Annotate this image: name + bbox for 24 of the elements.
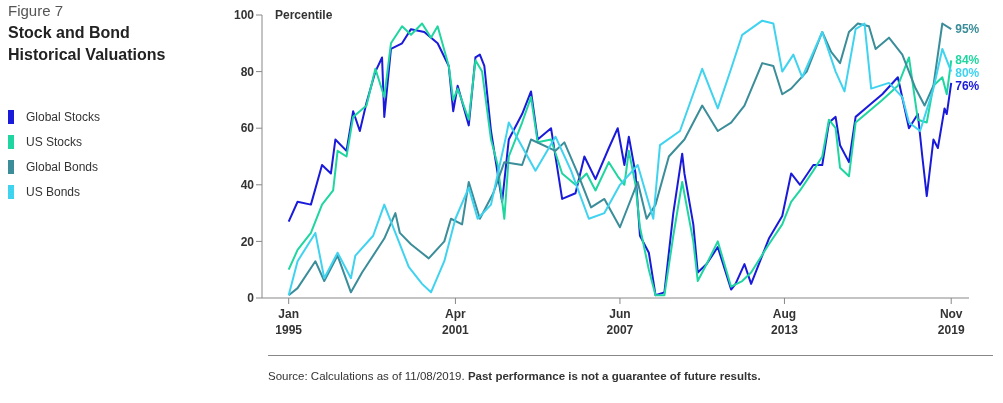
text: Past performance is not a guarantee of future results.: [466, 370, 761, 382]
data-label: 84%: [955, 53, 980, 68]
y-axis-title: Percentile: [275, 8, 333, 22]
data-label: 95%: [955, 22, 980, 37]
x-tick-label: Nov 2019: [937, 307, 965, 337]
data-label: 76%: [955, 79, 980, 94]
text: Stock and Bond Historical Valuations: [8, 23, 167, 65]
legend-label: Global Bonds: [25, 158, 100, 176]
source-note: Source: Calculations as of 11/08/2019.: [268, 370, 465, 382]
y-tick-label: 0: [247, 291, 255, 306]
legend-label: US Bonds: [25, 183, 82, 201]
data-label: 80%: [955, 66, 980, 81]
y-tick-label: 60: [240, 121, 255, 136]
y-tick-label: 80: [240, 64, 255, 79]
legend-label: US Stocks: [25, 133, 83, 151]
x-tick-label: Jan 1995: [275, 307, 303, 337]
x-tick-label: Apr 2001: [442, 307, 470, 337]
y-tick-label: 40: [240, 178, 255, 193]
legend-label: Global Stocks: [25, 108, 101, 126]
x-tick-label: Jun 2007: [606, 307, 634, 337]
y-tick-label: 100: [233, 8, 255, 23]
y-tick-label: 20: [240, 234, 255, 249]
text: Figure 7: [8, 2, 64, 19]
x-tick-label: Aug 2013: [771, 307, 799, 337]
